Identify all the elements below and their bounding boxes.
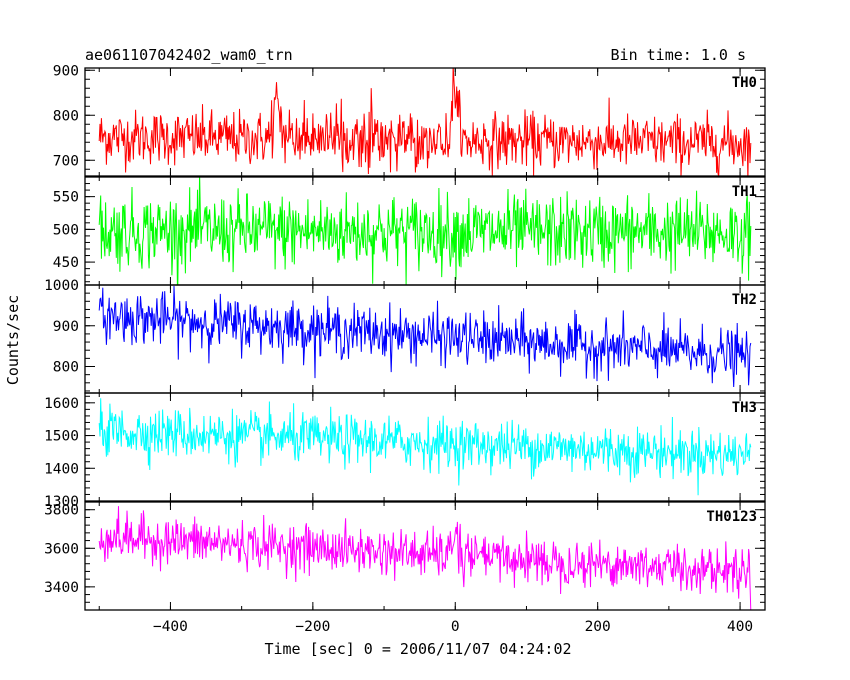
series-line-th0123: [98, 506, 752, 610]
series-line-th1: [98, 177, 752, 285]
y-tick-label: 550: [53, 190, 79, 206]
x-tick-label: 200: [585, 619, 611, 635]
y-tick-label: 800: [53, 108, 79, 124]
x-tick-label: −400: [153, 619, 188, 635]
panel-label-th1: TH1: [732, 184, 757, 200]
y-axis-title: Counts/sec: [4, 295, 22, 385]
panel-frame: [84, 67, 766, 177]
panel-label-th2: TH2: [732, 292, 757, 308]
y-tick-label: 700: [53, 153, 79, 169]
x-axis-title: Time [sec] 0 = 2006/11/07 04:24:02: [264, 640, 571, 658]
series-line-th2: [98, 285, 752, 388]
x-tick-label: 400: [727, 619, 753, 635]
panel-th0123: 3400 3600 3800 TH0123: [44, 501, 766, 611]
y-tick-label: 1600: [44, 396, 79, 412]
panel-th0: 700 800 900 TH0: [53, 63, 766, 177]
y-tick-label: 900: [53, 319, 79, 335]
x-axis-labels: −400 −200 0 200 400: [153, 619, 753, 635]
panel-label-th3: TH3: [732, 400, 757, 416]
panel-frame: [84, 392, 766, 502]
y-tick-label: 450: [53, 255, 79, 271]
y-tick-label: 900: [53, 63, 79, 79]
panel-th2: 800 900 1000 TH2: [44, 278, 766, 394]
y-tick-label: 3400: [44, 580, 79, 596]
panel-label-th0: TH0: [732, 75, 757, 91]
y-tick-label: 500: [53, 222, 79, 238]
y-tick-label: 1500: [44, 429, 79, 445]
chart-title: ae061107042402_wam0_trn: [85, 46, 293, 64]
panels: 700 800 900 TH0 450 500 550 TH1 800 900 1000 TH2 130…: [44, 63, 766, 611]
x-tick-label: −200: [295, 619, 330, 635]
y-tick-label: 800: [53, 360, 79, 376]
panel-th3: 1300 1400 1500 1600 TH3: [44, 392, 766, 510]
series-line-th0: [98, 68, 752, 176]
series-line-th3: [98, 398, 752, 496]
y-tick-label: 3600: [44, 541, 79, 557]
y-tick-label: 1400: [44, 461, 79, 477]
bin-time-label: Bin time: 1.0 s: [611, 46, 746, 64]
y-tick-label: 3800: [44, 503, 79, 519]
x-tick-label: 0: [451, 619, 460, 635]
panel-label-th0123: TH0123: [706, 509, 757, 525]
y-tick-label: 1000: [44, 278, 79, 294]
y-tick-label: 1300: [44, 494, 79, 510]
